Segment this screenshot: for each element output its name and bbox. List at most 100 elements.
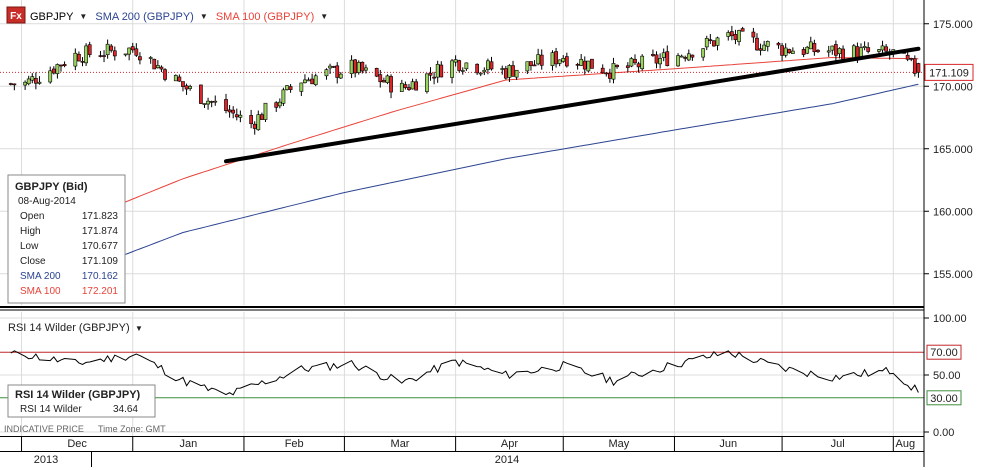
candle: [98, 50, 103, 58]
candle: [758, 43, 763, 56]
candle: [755, 33, 759, 51]
candle: [51, 66, 56, 75]
candle: [105, 39, 110, 59]
info-row-value: 171.874: [82, 226, 119, 237]
candle: [181, 81, 185, 92]
candle: [608, 68, 612, 83]
chevron-down-icon[interactable]: ▼: [200, 12, 208, 21]
candle: [457, 59, 462, 73]
chevron-down-icon[interactable]: ▼: [135, 324, 143, 333]
candle: [378, 69, 383, 88]
candle: [816, 49, 820, 53]
candle: [665, 45, 670, 67]
info-row-label: SMA 200: [20, 271, 61, 282]
chevron-down-icon[interactable]: ▼: [79, 12, 87, 21]
candle: [23, 80, 27, 90]
legend-item[interactable]: GBPJPY ▼: [30, 11, 87, 23]
svg-text:171.109: 171.109: [929, 67, 969, 79]
month-label: Jan: [179, 438, 197, 450]
svg-text:RSI 14 Wilder (GBPJPY): RSI 14 Wilder (GBPJPY): [15, 389, 141, 401]
rsi-header[interactable]: RSI 14 Wilder (GBPJPY) ▼: [8, 322, 143, 334]
candle: [862, 41, 867, 51]
candle: [224, 93, 228, 114]
candle: [335, 62, 340, 84]
candle: [374, 67, 379, 78]
candle: [636, 61, 641, 73]
candle: [780, 42, 784, 62]
candle: [134, 43, 139, 57]
rsi-grid: [0, 312, 924, 436]
candle: [837, 47, 842, 59]
candle: [234, 108, 239, 121]
candle: [604, 72, 609, 77]
candle: [202, 103, 207, 109]
rsi-tick-label: 0.00: [933, 427, 954, 439]
time-axis: Dec Jan Feb Mar Apr May Jun Jul Aug 2013 2014: [21, 436, 915, 466]
candle: [87, 41, 92, 58]
info-row-value: 170.162: [82, 271, 119, 282]
candle: [651, 49, 655, 57]
candle: [715, 36, 720, 51]
chart-legend: GBPJPY ▼ SMA 200 (GBPJPY) ▼ SMA 100 (GBPJPY)…: [30, 11, 328, 23]
candle: [328, 63, 332, 74]
candle: [37, 76, 42, 85]
candle: [633, 54, 637, 65]
candle: [48, 66, 53, 84]
candle: [909, 57, 914, 62]
candle: [916, 62, 921, 78]
candle: [762, 40, 767, 51]
candle: [73, 48, 78, 71]
candle: [525, 61, 530, 75]
rsi-tick-label: 100.00: [933, 313, 967, 325]
candle: [30, 73, 35, 84]
candle: [285, 85, 289, 91]
candle: [866, 42, 871, 54]
candle: [381, 77, 386, 83]
candle: [561, 55, 566, 63]
month-label: Apr: [501, 438, 518, 450]
svg-text:70.00: 70.00: [930, 347, 958, 359]
chevron-down-icon[interactable]: ▼: [320, 12, 328, 21]
candle: [310, 73, 314, 85]
price-axis: 175.000 170.000 165.000 160.000 155.000: [924, 19, 973, 281]
candle: [511, 60, 515, 77]
candle: [801, 47, 806, 58]
candle: [425, 73, 429, 94]
candle: [740, 26, 745, 32]
info-box-title: GBPJPY (Bid): [15, 181, 88, 193]
candle: [500, 65, 505, 75]
candle: [148, 56, 153, 64]
candle: [450, 58, 454, 84]
candle: [575, 62, 580, 70]
candle: [123, 53, 128, 57]
indicative-price-label: INDICATIVE PRICE: [4, 424, 84, 434]
svg-text:30.00: 30.00: [930, 393, 958, 405]
candle: [127, 47, 132, 61]
support-trendline[interactable]: [224, 46, 921, 164]
candle: [288, 84, 293, 93]
candle: [826, 45, 831, 57]
legend-item[interactable]: SMA 200 (GBPJPY) ▼: [95, 11, 207, 23]
candle: [790, 47, 795, 54]
candle: [557, 59, 562, 67]
candle: [349, 55, 354, 79]
candle: [834, 40, 838, 62]
info-row-value: 172.201: [82, 286, 119, 297]
candle: [26, 75, 31, 86]
candle: [188, 84, 193, 91]
info-box-date: 08-Aug-2014: [18, 196, 76, 207]
ohlc-info-box: GBPJPY (Bid) 08-Aug-2014 Open 171.823 High…: [7, 174, 126, 304]
info-row-label: SMA 100: [20, 286, 61, 297]
candle: [12, 83, 17, 91]
candle: [751, 27, 756, 43]
candle: [159, 65, 164, 73]
candle: [729, 25, 734, 41]
candle: [776, 41, 781, 49]
candle: [625, 62, 630, 73]
candle: [808, 36, 813, 50]
svg-text:GBPJPY: GBPJPY: [30, 11, 74, 23]
candle: [177, 74, 182, 82]
legend-item[interactable]: SMA 100 (GBPJPY) ▼: [216, 11, 328, 23]
candle: [34, 72, 38, 90]
